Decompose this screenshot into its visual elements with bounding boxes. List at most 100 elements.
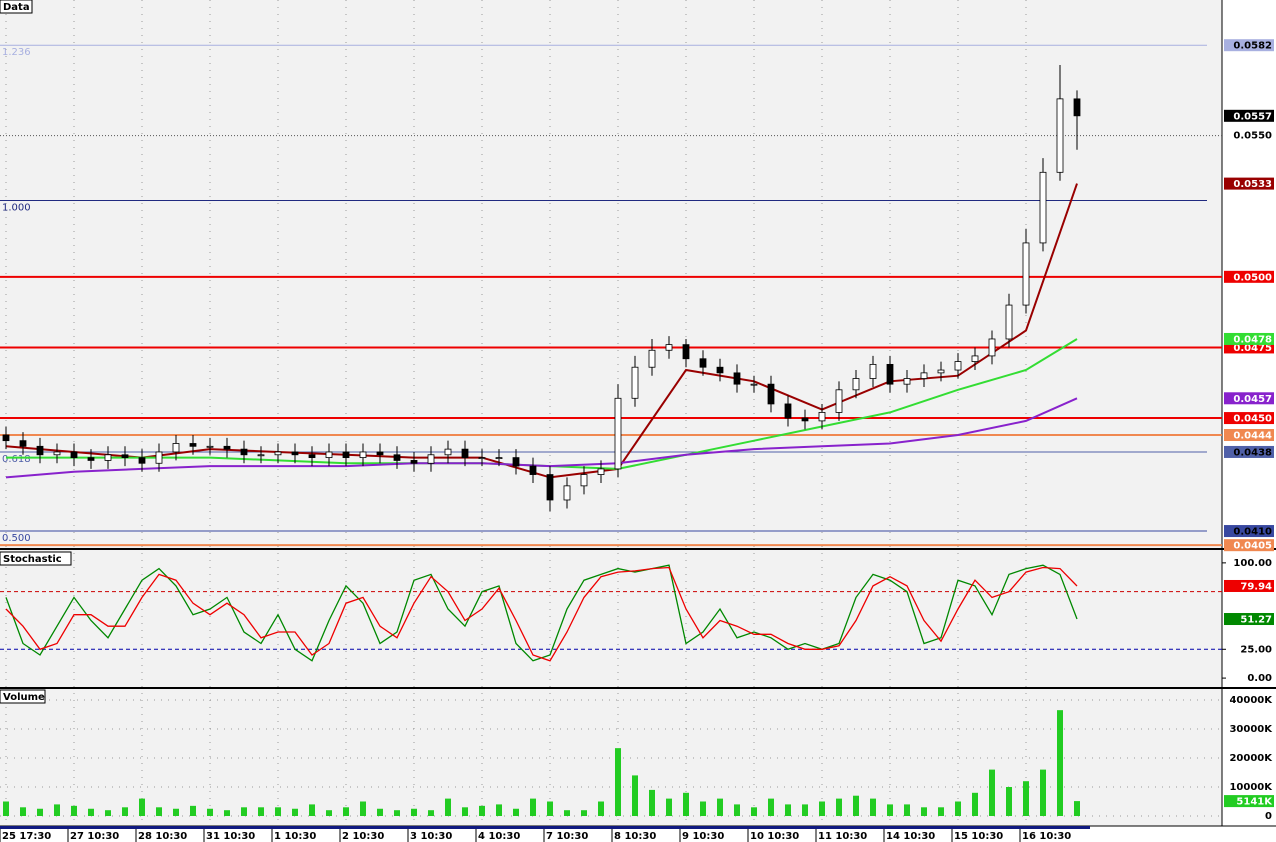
volume-bar bbox=[54, 804, 60, 816]
volume-bar bbox=[564, 810, 570, 816]
stochastic-line bbox=[5, 566, 1078, 662]
volume-bar bbox=[989, 769, 995, 816]
value-tag bbox=[1224, 445, 1274, 458]
volume-bar bbox=[513, 808, 519, 816]
volume-bar bbox=[479, 805, 485, 816]
candle-body bbox=[835, 389, 843, 413]
value-tag bbox=[1224, 613, 1274, 626]
x-tick-label: 7 10:30 bbox=[546, 831, 588, 842]
volume-bar bbox=[190, 805, 196, 816]
candle-body bbox=[529, 465, 537, 475]
panel-title-box bbox=[0, 0, 33, 14]
value-tag bbox=[1224, 177, 1274, 190]
y-tick-label: 25.00 bbox=[1240, 644, 1272, 655]
value-tag bbox=[1224, 39, 1274, 52]
candle-body bbox=[461, 448, 469, 459]
volume-bar bbox=[88, 808, 94, 816]
volume-bar bbox=[955, 801, 961, 816]
x-tick-label: 28 10:30 bbox=[138, 831, 187, 842]
y-tick-label: 0.00 bbox=[1247, 673, 1272, 684]
value-tag-label: 0.0557 bbox=[1233, 111, 1272, 122]
y-tick-label: 40000K bbox=[1229, 695, 1273, 706]
x-tick-label: 27 10:30 bbox=[70, 831, 119, 842]
candle-body bbox=[53, 451, 61, 456]
fib-ratio: 1.000 bbox=[2, 203, 31, 214]
candle-body bbox=[750, 383, 758, 386]
volume-bar bbox=[717, 798, 723, 816]
candle-body bbox=[1005, 304, 1013, 340]
panel-title-box bbox=[0, 551, 72, 566]
volume-bar bbox=[207, 808, 213, 816]
value-tag-label: 51.27 bbox=[1240, 615, 1272, 626]
volume-bar bbox=[785, 804, 791, 816]
volume-bar bbox=[921, 807, 927, 816]
value-tag bbox=[1224, 332, 1274, 345]
value-tag-label: 0.0405 bbox=[1233, 541, 1272, 552]
value-tag bbox=[1224, 412, 1274, 425]
volume-bar bbox=[632, 775, 638, 816]
x-tick-label: 8 10:30 bbox=[614, 831, 656, 842]
candle-body bbox=[1039, 171, 1047, 244]
volume-bar bbox=[326, 810, 332, 816]
plot-background bbox=[0, 0, 1222, 826]
value-tag-label: 0.0533 bbox=[1233, 179, 1272, 190]
value-tag-label: 0.0450 bbox=[1233, 414, 1272, 425]
volume-bar bbox=[309, 804, 315, 816]
volume-bar bbox=[1040, 769, 1046, 816]
candle-body bbox=[155, 451, 163, 464]
volume-bar bbox=[411, 808, 417, 816]
panel-title: Data bbox=[3, 2, 30, 13]
value-tag bbox=[1224, 525, 1274, 538]
panel-title: Volume bbox=[3, 692, 45, 703]
x-tick-label: 10 10:30 bbox=[750, 831, 799, 842]
volume-bar bbox=[802, 804, 808, 816]
candle-body bbox=[478, 457, 486, 460]
y-tick-label: 20000K bbox=[1229, 753, 1273, 764]
x-tick-label: 31 10:30 bbox=[206, 831, 255, 842]
volume-bar bbox=[666, 798, 672, 816]
volume-bar bbox=[1023, 781, 1029, 816]
volume-bar bbox=[853, 795, 859, 816]
candle-body bbox=[699, 358, 707, 368]
volume-bar bbox=[462, 807, 468, 816]
volume-bar bbox=[683, 792, 689, 816]
y-tick-label: 0 bbox=[1265, 811, 1272, 822]
value-tag-label: 0.0444 bbox=[1233, 431, 1272, 442]
volume-bar bbox=[734, 804, 740, 816]
value-tag bbox=[1224, 579, 1274, 592]
value-tag-label: 0.0410 bbox=[1233, 527, 1272, 538]
volume-bar bbox=[598, 801, 604, 816]
candle-body bbox=[682, 344, 690, 360]
candle-body bbox=[121, 454, 129, 459]
volume-bar bbox=[20, 807, 26, 816]
volume-bar bbox=[547, 801, 553, 816]
volume-bar bbox=[394, 810, 400, 816]
volume-bar bbox=[224, 810, 230, 816]
candle-body bbox=[733, 372, 741, 385]
candle-body bbox=[19, 440, 27, 447]
candle-body bbox=[240, 448, 248, 456]
candle-body bbox=[801, 417, 809, 422]
candle-body bbox=[325, 451, 333, 459]
volume-bar bbox=[173, 808, 179, 816]
candle-body bbox=[308, 454, 316, 459]
volume-bar bbox=[445, 798, 451, 816]
volume-bar bbox=[496, 804, 502, 816]
value-tag-label: 0.0438 bbox=[1233, 447, 1272, 458]
volume-bar bbox=[71, 805, 77, 816]
volume-bar bbox=[530, 798, 536, 816]
value-tag bbox=[1224, 270, 1274, 283]
candle-body bbox=[1022, 242, 1030, 306]
candle-body bbox=[393, 454, 401, 461]
volume-bar bbox=[768, 798, 774, 816]
x-tick-label: 9 10:30 bbox=[682, 831, 724, 842]
y-tick-label: 100.00 bbox=[1233, 558, 1272, 569]
candle-body bbox=[206, 445, 214, 448]
volume-bar bbox=[105, 810, 111, 816]
volume-bar bbox=[938, 807, 944, 816]
candle-body bbox=[852, 378, 860, 391]
y-tick-label: 10000K bbox=[1229, 782, 1273, 793]
volume-bar bbox=[3, 801, 9, 816]
volume-bar bbox=[581, 810, 587, 816]
